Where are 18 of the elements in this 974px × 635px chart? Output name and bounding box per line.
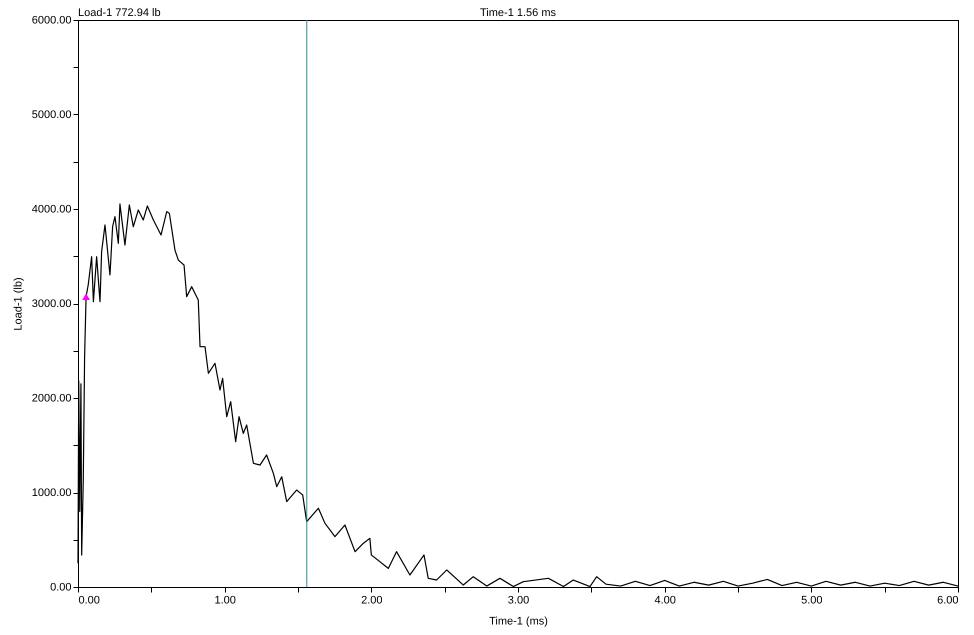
y-tick-label: 1000.00 [32,487,72,499]
x-tick-label: 4.00 [654,594,676,606]
y-tick-label: 2000.00 [32,392,72,404]
y-tick-label: 0.00 [50,582,72,594]
x-axis-title: Time-1 (ms) [489,616,548,628]
x-tick-label: 2.00 [361,594,383,606]
x-tick-label: 5.00 [801,594,823,606]
text: Time-1 1.56 ms [480,7,556,19]
text: Load-1 772.94 lb [78,7,161,19]
y-tick-label: 6000.00 [32,14,72,26]
x-tick-label: 1.00 [214,594,236,606]
y-tick-label: 5000.00 [32,109,72,121]
x-tick-label: 0.00 [78,594,100,606]
x-tick-label: 6.00 [937,594,958,606]
y-axis-title: Load-1 (lb) [12,277,25,331]
y-tick-label: 3000.00 [32,298,72,310]
x-tick-label: 3.00 [508,594,530,606]
y-tick-label: 4000.00 [32,204,72,216]
